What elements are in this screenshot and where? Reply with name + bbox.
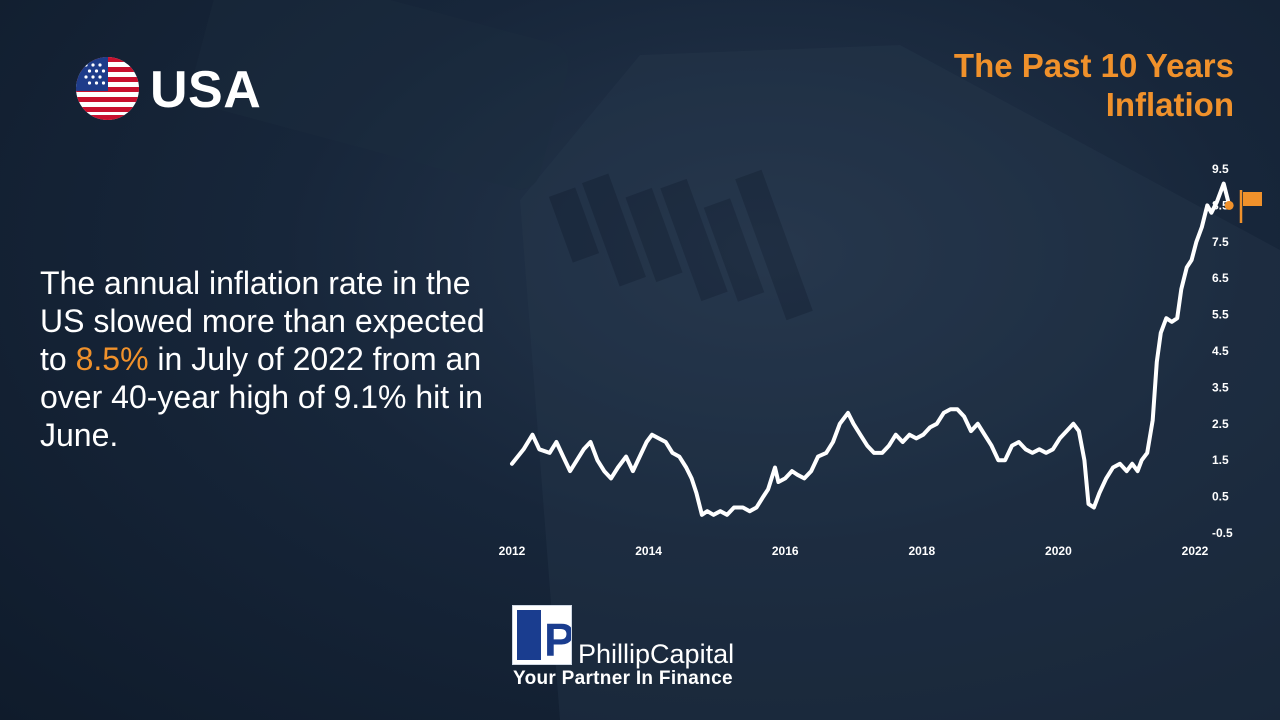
y-tick-label: 0.5	[1212, 490, 1229, 504]
y-tick-label: 2.5	[1212, 417, 1229, 431]
page-title: The Past 10 Years Inflation	[954, 46, 1234, 124]
headline-highlight: 8.5%	[75, 341, 149, 377]
x-tick-label: 2022	[1182, 544, 1209, 558]
series-line	[510, 181, 1232, 517]
y-tick-label: 7.5	[1212, 235, 1229, 249]
x-tick-label: 2020	[1045, 544, 1072, 558]
flag-marker-icon	[1239, 190, 1262, 223]
logo-name: PhillipCapital	[578, 639, 735, 669]
y-tick-label: 5.5	[1212, 308, 1229, 322]
x-tick-label: 2018	[908, 544, 935, 558]
logo-tagline: Your Partner In Finance	[513, 668, 733, 689]
y-tick-label: 3.5	[1212, 380, 1229, 394]
headline-after: in July of 2022 from an over 40-year hig…	[40, 341, 483, 453]
y-tick-label: 4.5	[1212, 344, 1229, 358]
country-name: USA	[150, 61, 262, 119]
x-axis-ticks: 2012 2014 2016 2018 2020 2022	[499, 544, 1209, 558]
phillipcapital-logo: P PhillipCapital Your Partner In Finance	[512, 605, 772, 695]
headline-before: The annual inflation rate in the US slow…	[40, 265, 485, 377]
usa-flag-icon	[76, 57, 139, 120]
y-axis-ticks: 9.58.57.56.55.54.53.52.51.50.5-0.5	[1212, 162, 1233, 540]
y-tick-label: 9.5	[1212, 162, 1229, 176]
series-layer	[510, 181, 1234, 517]
logo-mark-letter: P	[544, 614, 571, 664]
y-tick-label: 1.5	[1212, 453, 1229, 467]
headline-text: The annual inflation rate in the US slow…	[40, 264, 510, 454]
x-tick-label: 2012	[499, 544, 526, 558]
x-tick-label: 2014	[635, 544, 662, 558]
title-line-1: The Past 10 Years	[953, 47, 1234, 84]
y-tick-label: 6.5	[1212, 271, 1229, 285]
x-tick-label: 2016	[772, 544, 799, 558]
y-tick-label: -0.5	[1212, 526, 1233, 540]
logo-mark: P	[512, 605, 575, 666]
last-point-marker	[1224, 200, 1234, 210]
title-line-2: Inflation	[1105, 86, 1234, 123]
